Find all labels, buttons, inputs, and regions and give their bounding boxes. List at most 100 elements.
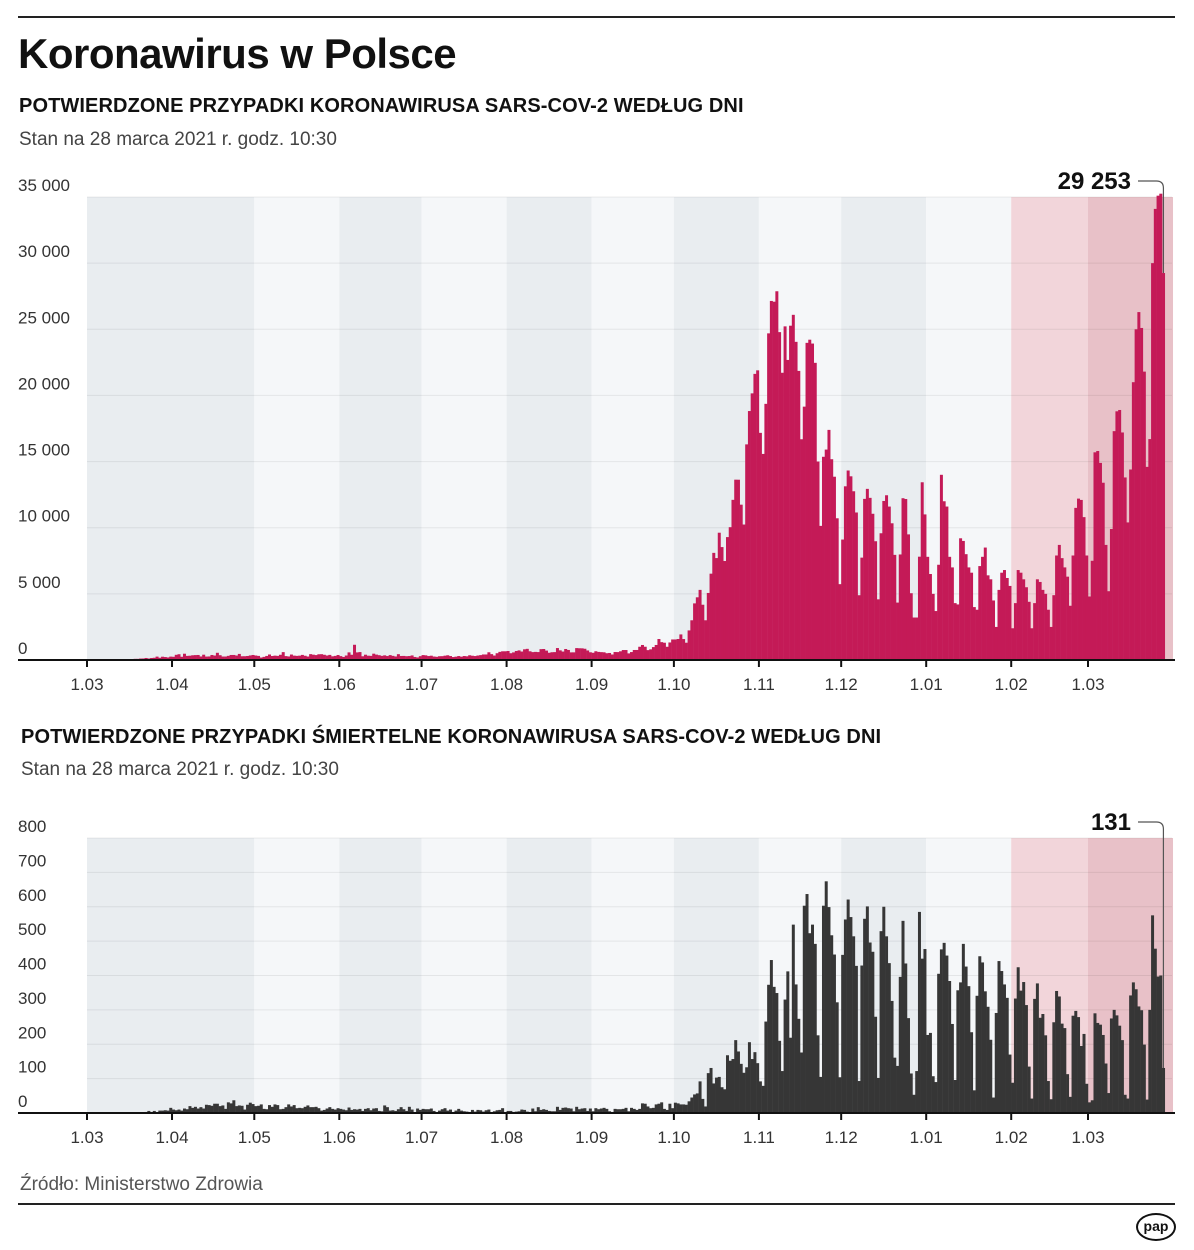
bar <box>953 603 957 660</box>
bar <box>953 1080 957 1113</box>
bar <box>276 1105 280 1113</box>
bar <box>577 648 581 660</box>
bar <box>583 648 587 660</box>
bar <box>1038 1017 1042 1113</box>
bar <box>278 1109 282 1113</box>
bar <box>342 656 346 660</box>
bar <box>473 656 477 660</box>
bar <box>715 558 719 660</box>
bar <box>849 476 853 660</box>
bar <box>1000 572 1004 660</box>
bar <box>627 653 631 660</box>
bar <box>438 656 442 660</box>
bar <box>602 652 606 660</box>
bar <box>1090 560 1094 660</box>
bar <box>555 648 559 660</box>
bar <box>547 1110 551 1113</box>
bar <box>1066 1074 1070 1113</box>
bar <box>1151 263 1155 660</box>
bar <box>863 918 867 1113</box>
bar <box>1055 555 1059 660</box>
bar <box>1068 1096 1072 1113</box>
bar <box>564 1107 568 1113</box>
bar <box>937 564 941 660</box>
bar <box>1041 1014 1045 1113</box>
bar <box>350 654 354 660</box>
top-rule <box>18 16 1175 18</box>
x-tick-label: 1.04 <box>155 675 188 694</box>
bar <box>487 652 491 660</box>
bar <box>651 1107 655 1113</box>
bar <box>1115 1015 1119 1113</box>
bar <box>1156 976 1160 1113</box>
bar <box>254 1106 258 1113</box>
bar <box>520 1109 524 1113</box>
bar <box>956 604 960 660</box>
bar <box>608 652 612 660</box>
bar <box>739 1063 743 1113</box>
month-band <box>87 838 173 1113</box>
bar <box>1129 469 1133 660</box>
bar <box>465 656 469 660</box>
bar <box>1030 1098 1034 1113</box>
bar <box>1035 579 1039 660</box>
bar <box>1096 450 1100 660</box>
bar <box>887 506 891 660</box>
bar <box>934 1082 938 1113</box>
bar <box>1098 462 1102 660</box>
bar <box>1098 1024 1102 1113</box>
bar <box>421 655 425 660</box>
bar <box>479 1110 483 1113</box>
bar <box>704 620 708 660</box>
bar <box>753 373 757 660</box>
bar <box>292 1105 296 1113</box>
bar <box>451 657 455 660</box>
bar <box>177 654 181 660</box>
bar <box>388 1110 392 1113</box>
bar <box>961 943 965 1113</box>
bar <box>495 1110 499 1113</box>
bar <box>1027 601 1031 660</box>
bar <box>295 1108 299 1113</box>
bar <box>298 655 302 660</box>
bar <box>366 655 370 660</box>
x-tick-label: 1.01 <box>910 675 943 694</box>
bar <box>226 1102 230 1113</box>
bar <box>868 497 872 660</box>
bar <box>827 429 831 660</box>
bar <box>783 326 787 660</box>
bar <box>369 1110 373 1113</box>
month-band <box>172 838 255 1113</box>
bar <box>646 1106 650 1113</box>
bar <box>772 301 776 660</box>
bar <box>917 556 921 660</box>
bar <box>879 533 883 660</box>
bar <box>917 911 921 1113</box>
bar <box>1085 1083 1089 1113</box>
y-tick-label: 400 <box>18 955 46 974</box>
month-band <box>673 838 759 1113</box>
bar <box>660 1102 664 1113</box>
bar <box>1088 1102 1091 1113</box>
bar <box>758 1081 762 1113</box>
y-tick-label: 300 <box>18 989 46 1008</box>
bar <box>347 652 351 660</box>
bar <box>638 1108 642 1113</box>
bar <box>196 1108 200 1113</box>
bar <box>421 1108 425 1113</box>
bar <box>237 1105 241 1113</box>
bar <box>1093 452 1097 660</box>
annotation-leader-line <box>1138 821 1165 1068</box>
bar <box>1104 1063 1108 1113</box>
bar <box>276 655 280 660</box>
bar <box>1137 1006 1141 1113</box>
bar <box>742 1072 746 1113</box>
bar <box>665 646 669 660</box>
x-tick-label: 1.11 <box>743 675 775 694</box>
bar <box>520 651 524 660</box>
bar <box>761 1085 765 1113</box>
bar <box>235 1106 239 1113</box>
bar <box>619 651 623 660</box>
bar <box>1131 382 1135 660</box>
bar <box>923 514 927 660</box>
